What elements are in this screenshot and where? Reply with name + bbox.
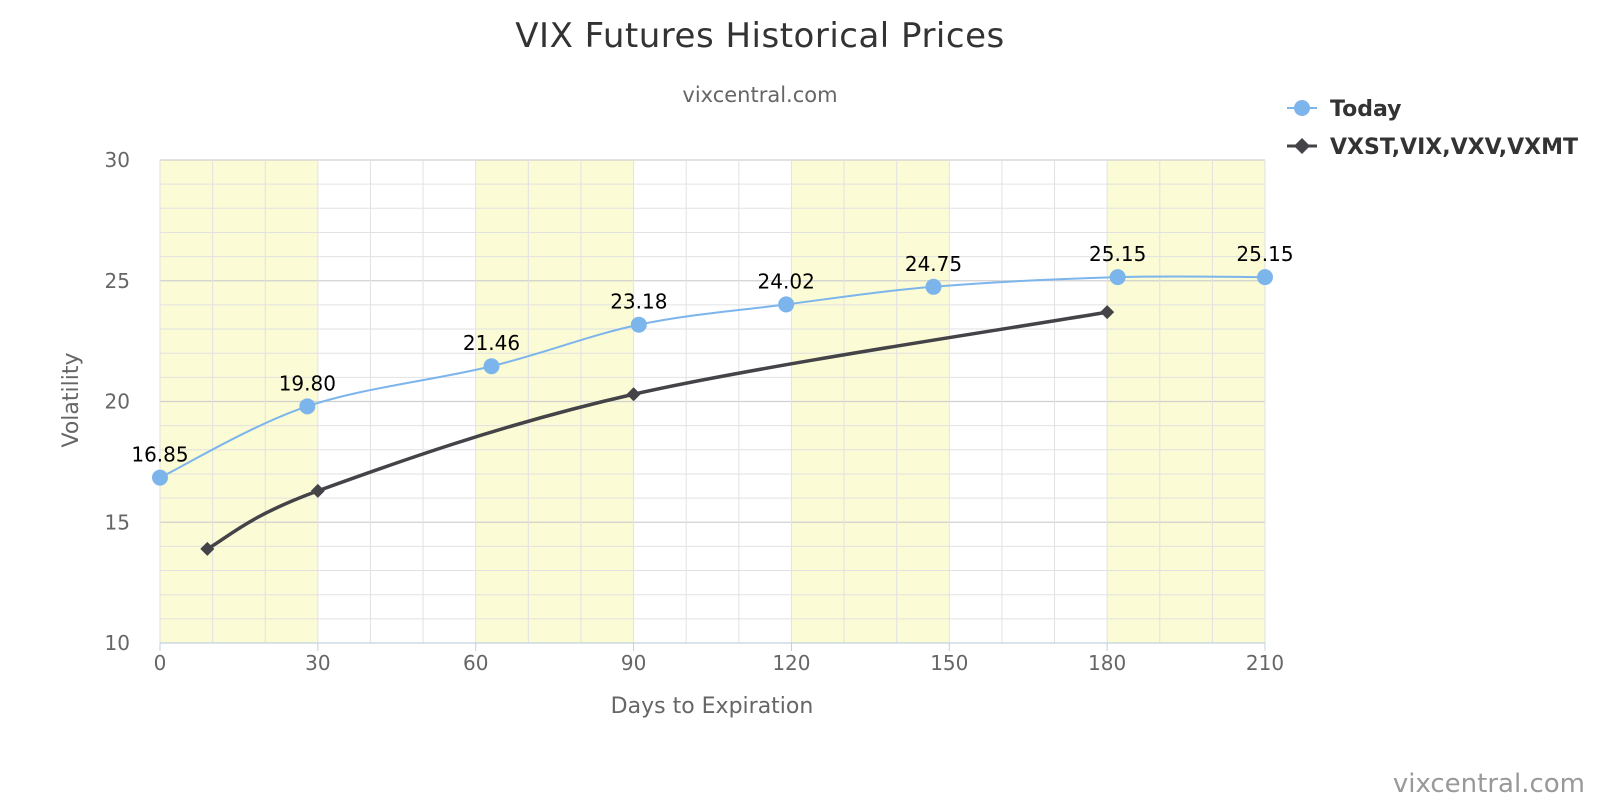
today-point (299, 398, 316, 415)
y-axis-title: Volatility (59, 352, 84, 447)
data-labels: 16.85 19.80 21.46 23.18 24.02 24.75 25.15 25.15 (131, 242, 1293, 466)
x-axis-title: Days to Expiration (611, 694, 814, 719)
term-structure-point (200, 541, 215, 556)
term-structure-point (310, 483, 325, 498)
x-tick-label: 90 (621, 651, 646, 675)
x-tick-label: 30 (305, 651, 330, 675)
series-term-structure-line (206, 310, 1108, 551)
series-today-line (159, 275, 1266, 479)
credit-text: vixcentral.com (1393, 769, 1585, 799)
today-data-label: 25.15 (1089, 242, 1146, 266)
series-layer (152, 269, 1273, 556)
today-point (1257, 269, 1273, 286)
chart-subtitle: vixcentral.com (682, 83, 837, 107)
x-tick-label: 150 (930, 651, 968, 675)
x-tick-label: 60 (463, 651, 488, 675)
today-data-label: 24.75 (905, 252, 962, 276)
axes: 10 15 20 25 30 0 30 60 90 120 150 180 210 (105, 148, 1285, 675)
today-point (778, 296, 795, 313)
legend-today-marker (1294, 100, 1310, 116)
term-structure-point (626, 387, 641, 402)
legend-item-term-structure[interactable]: VXST,VIX,VXV,VXMT (1287, 135, 1578, 160)
chart-title: VIX Futures Historical Prices (515, 16, 1004, 56)
today-point (925, 278, 942, 295)
y-tick-label: 20 (105, 390, 130, 414)
today-point (483, 358, 500, 375)
term-structure-point (1100, 305, 1115, 320)
y-tick-label: 30 (105, 148, 130, 172)
x-tick-label: 120 (772, 651, 810, 675)
today-data-label: 24.02 (758, 269, 815, 293)
legend-term-structure-marker (1294, 138, 1310, 154)
y-tick-label: 25 (105, 269, 130, 293)
today-point (1109, 269, 1126, 286)
today-point (630, 316, 647, 333)
today-data-label: 21.46 (463, 331, 520, 355)
legend: Today VXST,VIX,VXV,VXMT (1287, 97, 1578, 160)
x-tick-label: 210 (1246, 651, 1284, 675)
x-tick-label: 0 (154, 651, 167, 675)
today-data-label: 16.85 (131, 443, 188, 467)
x-tick-label: 180 (1088, 651, 1126, 675)
today-data-label: 25.15 (1236, 242, 1293, 266)
y-tick-label: 10 (105, 631, 130, 655)
legend-label-today: Today (1330, 97, 1401, 122)
today-point (152, 469, 168, 486)
legend-label-term-structure: VXST,VIX,VXV,VXMT (1330, 135, 1578, 160)
today-data-label: 23.18 (610, 290, 667, 314)
today-data-label: 19.80 (279, 371, 336, 395)
y-tick-label: 15 (105, 510, 130, 534)
legend-item-today[interactable]: Today (1287, 97, 1401, 122)
